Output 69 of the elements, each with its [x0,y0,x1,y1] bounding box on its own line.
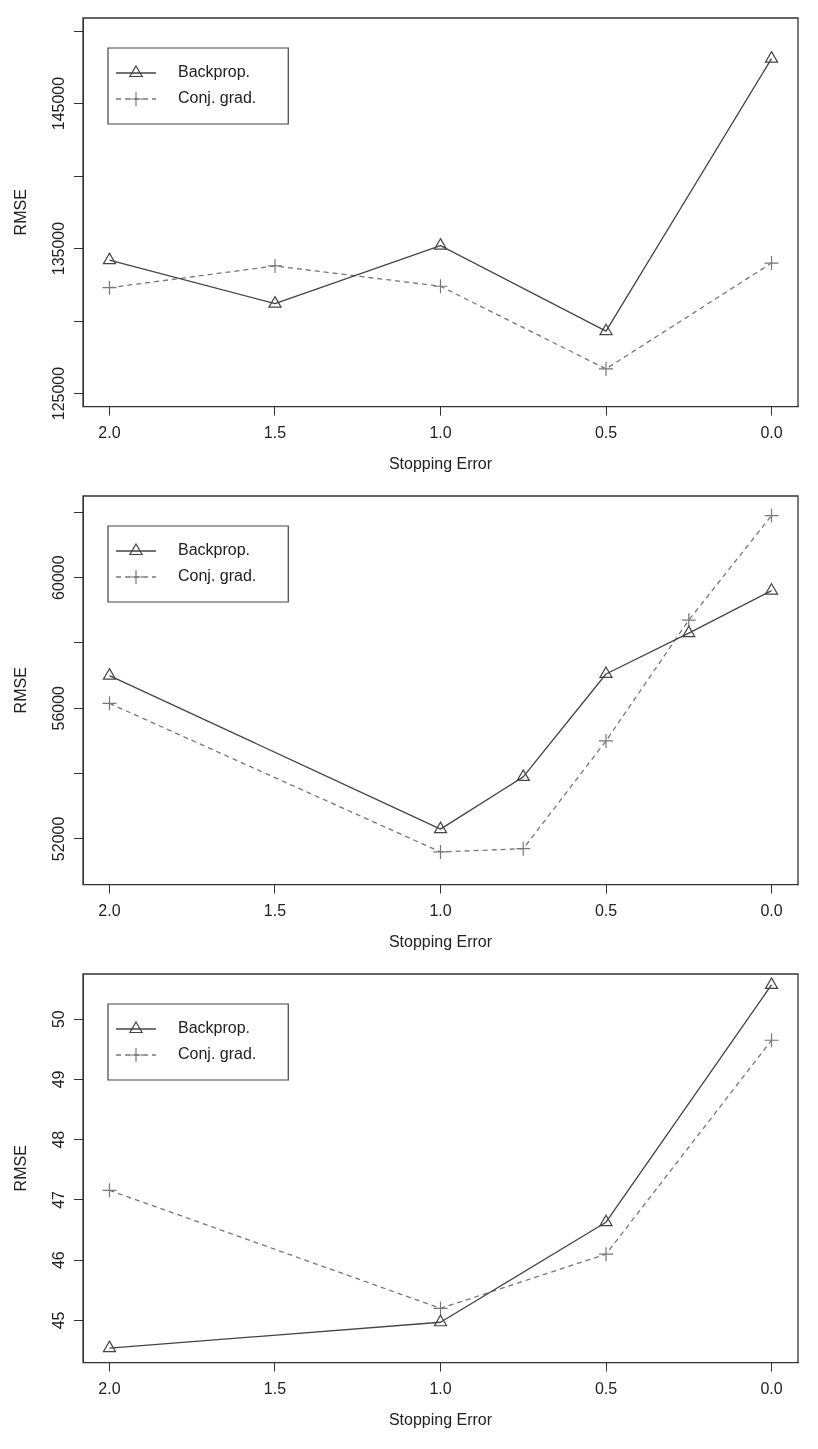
x-tick-label: 1.0 [429,1379,452,1397]
y-axis-title: RMSE [12,667,30,714]
x-tick-label: 1.5 [263,901,287,919]
y-tick-label: 48 [50,1130,68,1149]
x-tick-label: 2.0 [98,423,121,441]
x-tick-label: 0.5 [594,423,618,441]
x-tick-label: 0.0 [760,901,783,919]
point [101,280,118,296]
legend-label: Conj. grad. [178,89,257,107]
point [102,1340,117,1353]
x-axis-title: Stopping Error [388,1410,493,1428]
x-axis-title: Stopping Error [388,932,493,950]
point [764,977,779,989]
point [432,278,449,294]
point [516,769,530,781]
point [763,507,780,524]
y-tick-label: 56000 [50,685,68,731]
x-tick-label: 1.5 [263,423,287,441]
y-tick-label: 45 [50,1311,68,1330]
y-tick-label: 52000 [50,816,68,862]
point [268,296,282,308]
x-tick-label: 1.0 [429,423,452,441]
point [764,583,779,595]
point [432,1300,449,1316]
point [432,844,449,860]
x-tick-label: 0.0 [760,423,783,441]
point [101,1182,118,1198]
x-tick-label: 0.5 [594,901,618,919]
point [763,255,780,271]
y-tick-label: 46 [50,1251,68,1270]
x-tick-label: 2.0 [98,1379,121,1397]
legend-label: Conj. grad. [178,567,257,585]
x-tick-label: 0.0 [760,1379,783,1397]
legend-label: Conj. grad. [178,1045,257,1063]
point [433,821,448,834]
point [681,612,697,628]
y-axis-title: RMSE [12,1145,30,1192]
x-tick-label: 2.0 [98,901,121,919]
x-tick-label: 1.0 [429,901,452,919]
point [433,238,448,250]
y-tick-label: 145000 [50,76,68,131]
point [764,51,779,63]
point [599,666,613,679]
point [101,695,118,711]
point [598,361,614,377]
point [599,323,613,336]
legend-label: Backprop. [178,63,251,81]
point [267,258,283,274]
point [102,252,117,265]
point [763,1032,780,1048]
y-tick-label: 47 [50,1190,68,1209]
x-axis-title: Stopping Error [388,454,493,472]
point [598,1246,614,1262]
legend-label: Backprop. [178,541,251,559]
point [682,625,696,638]
x-tick-label: 1.5 [263,1379,287,1397]
y-tick-label: 125000 [50,366,68,421]
point [515,841,531,857]
y-tick-label: 135000 [50,221,68,276]
y-tick-label: 50 [50,1010,68,1029]
y-axis-title: RMSE [12,189,30,236]
point [102,668,117,680]
legend-label: Backprop. [178,1019,251,1037]
x-tick-label: 0.5 [594,1379,618,1397]
y-tick-label: 60000 [50,555,68,600]
y-tick-label: 49 [50,1070,68,1089]
point [599,1214,613,1227]
point [598,733,614,749]
point [433,1314,448,1327]
